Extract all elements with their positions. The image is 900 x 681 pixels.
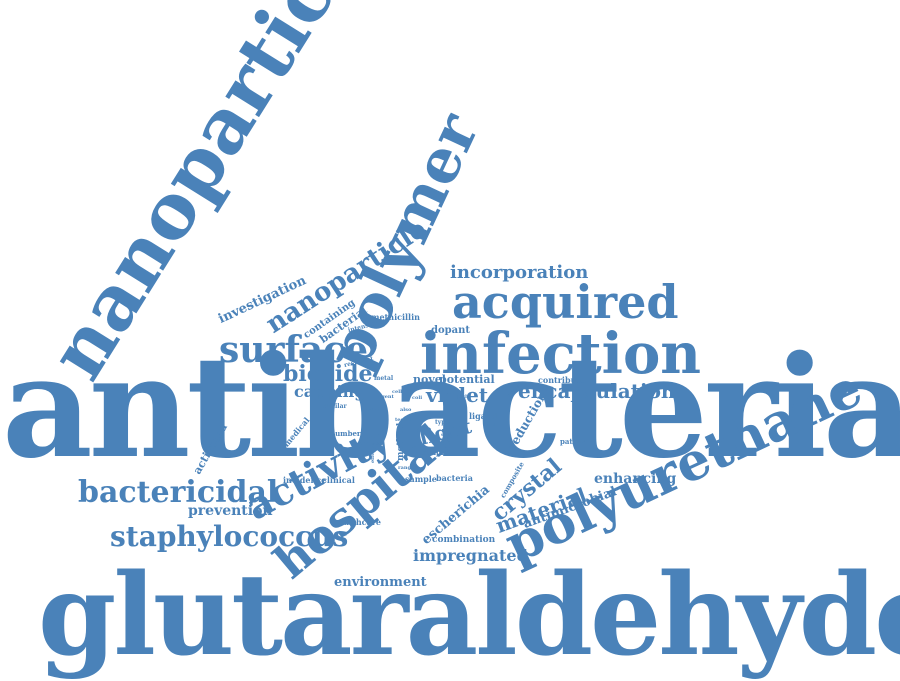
word-infection: infection xyxy=(420,321,702,387)
word-glutaraldehyde: glutaraldehyde xyxy=(38,550,900,681)
word-antibacterial: antibacterial xyxy=(2,326,900,490)
word-incorporation: incorporation xyxy=(450,262,589,283)
word-acquired: acquired xyxy=(452,275,679,329)
word-gram: gram xyxy=(366,406,381,412)
word-capping: capping xyxy=(294,382,366,401)
word-clinical: clinical xyxy=(322,475,355,485)
word-prevention: prevention xyxy=(188,503,273,519)
word-basis: basis xyxy=(370,441,385,447)
word-surface: surface xyxy=(219,329,369,371)
word-gold: gold xyxy=(484,422,497,428)
word-high: high xyxy=(456,394,469,400)
word-agent: agent xyxy=(378,394,394,400)
word-biocide: biocide xyxy=(283,361,373,387)
word-type: type xyxy=(435,419,450,426)
word-effect: effect xyxy=(370,447,376,463)
word-enhancing: enhancing xyxy=(594,471,677,487)
word-size: size xyxy=(441,432,452,438)
word-incidence: incidence xyxy=(283,475,327,485)
word-staphylococcus: staphylococcus xyxy=(110,520,349,553)
word-simple: simple xyxy=(422,448,449,457)
word-cell: cell xyxy=(392,389,403,395)
word-ligand: ligand xyxy=(469,411,498,421)
word-potential: potential xyxy=(439,373,495,386)
word-impregnated: impregnated xyxy=(413,546,528,565)
word-metal: metal xyxy=(374,375,394,382)
word-dopant: dopant xyxy=(431,325,471,336)
word-contribute: contribute xyxy=(538,375,586,385)
word-method: method xyxy=(396,422,406,461)
word-sample: sample xyxy=(405,474,437,484)
word-healthcare: healthcare xyxy=(333,517,381,527)
word-novel: novel xyxy=(413,373,446,386)
word-similar: similar xyxy=(323,403,347,410)
word-encapsulation: encapsulation xyxy=(518,379,676,403)
word-combination: combination xyxy=(432,535,496,545)
word-pathway: pathway xyxy=(560,437,593,446)
word-number: number xyxy=(330,429,361,438)
word-methicillin: methicillin xyxy=(371,312,420,322)
word-coli: coli xyxy=(412,395,423,401)
word-also: also xyxy=(400,407,412,413)
word-tested: tested xyxy=(395,417,413,423)
word-environment: environment xyxy=(334,575,427,590)
word-bacteria: bacteria xyxy=(436,473,473,483)
word-range: range xyxy=(398,465,415,471)
word-violet: violet xyxy=(426,383,489,407)
word-bactericidal: bactericidal xyxy=(78,475,279,510)
